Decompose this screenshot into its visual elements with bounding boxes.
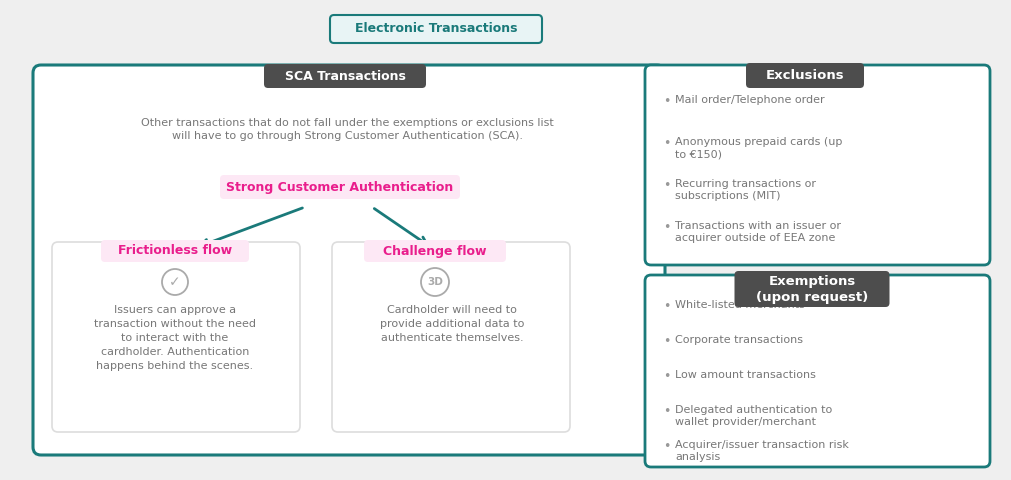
Text: Exemptions
(upon request): Exemptions (upon request) bbox=[756, 275, 868, 303]
FancyBboxPatch shape bbox=[33, 65, 665, 455]
Text: Low amount transactions: Low amount transactions bbox=[675, 370, 816, 380]
Text: Transactions with an issuer or
acquirer outside of EEA zone: Transactions with an issuer or acquirer … bbox=[675, 221, 841, 243]
FancyBboxPatch shape bbox=[364, 240, 506, 262]
Text: •: • bbox=[663, 335, 670, 348]
Text: Issuers can approve a
transaction without the need
to interact with the
cardhold: Issuers can approve a transaction withou… bbox=[94, 305, 256, 371]
FancyBboxPatch shape bbox=[645, 65, 990, 265]
Text: •: • bbox=[663, 370, 670, 383]
Text: ✓: ✓ bbox=[169, 275, 181, 289]
Text: Electronic Transactions: Electronic Transactions bbox=[355, 23, 518, 36]
Text: Exclusions: Exclusions bbox=[765, 69, 844, 82]
Text: SCA Transactions: SCA Transactions bbox=[284, 70, 405, 83]
Text: •: • bbox=[663, 137, 670, 150]
FancyBboxPatch shape bbox=[332, 242, 570, 432]
FancyBboxPatch shape bbox=[264, 64, 426, 88]
Text: •: • bbox=[663, 95, 670, 108]
Text: •: • bbox=[663, 440, 670, 453]
FancyBboxPatch shape bbox=[735, 271, 890, 307]
FancyBboxPatch shape bbox=[220, 175, 460, 199]
Text: White-listed merchants: White-listed merchants bbox=[675, 300, 805, 310]
Text: Other transactions that do not fall under the exemptions or exclusions list
will: Other transactions that do not fall unde… bbox=[141, 118, 553, 141]
Text: •: • bbox=[663, 179, 670, 192]
Text: Anonymous prepaid cards (up
to €150): Anonymous prepaid cards (up to €150) bbox=[675, 137, 842, 159]
Text: Corporate transactions: Corporate transactions bbox=[675, 335, 803, 345]
Text: Recurring transactions or
subscriptions (MIT): Recurring transactions or subscriptions … bbox=[675, 179, 816, 202]
Text: Challenge flow: Challenge flow bbox=[383, 244, 486, 257]
Text: •: • bbox=[663, 221, 670, 234]
Text: Cardholder will need to
provide additional data to
authenticate themselves.: Cardholder will need to provide addition… bbox=[380, 305, 524, 343]
Text: Strong Customer Authentication: Strong Customer Authentication bbox=[226, 180, 454, 193]
FancyBboxPatch shape bbox=[10, 10, 1001, 470]
FancyBboxPatch shape bbox=[746, 63, 864, 88]
Text: Delegated authentication to
wallet provider/merchant: Delegated authentication to wallet provi… bbox=[675, 405, 832, 427]
Text: •: • bbox=[663, 300, 670, 313]
FancyBboxPatch shape bbox=[52, 242, 300, 432]
Text: Mail order/Telephone order: Mail order/Telephone order bbox=[675, 95, 825, 105]
FancyBboxPatch shape bbox=[101, 240, 249, 262]
FancyBboxPatch shape bbox=[645, 275, 990, 467]
Text: 3D: 3D bbox=[427, 277, 443, 287]
FancyBboxPatch shape bbox=[330, 15, 542, 43]
Text: •: • bbox=[663, 405, 670, 418]
Text: Frictionless flow: Frictionless flow bbox=[118, 244, 233, 257]
Text: Acquirer/issuer transaction risk
analysis: Acquirer/issuer transaction risk analysi… bbox=[675, 440, 849, 462]
